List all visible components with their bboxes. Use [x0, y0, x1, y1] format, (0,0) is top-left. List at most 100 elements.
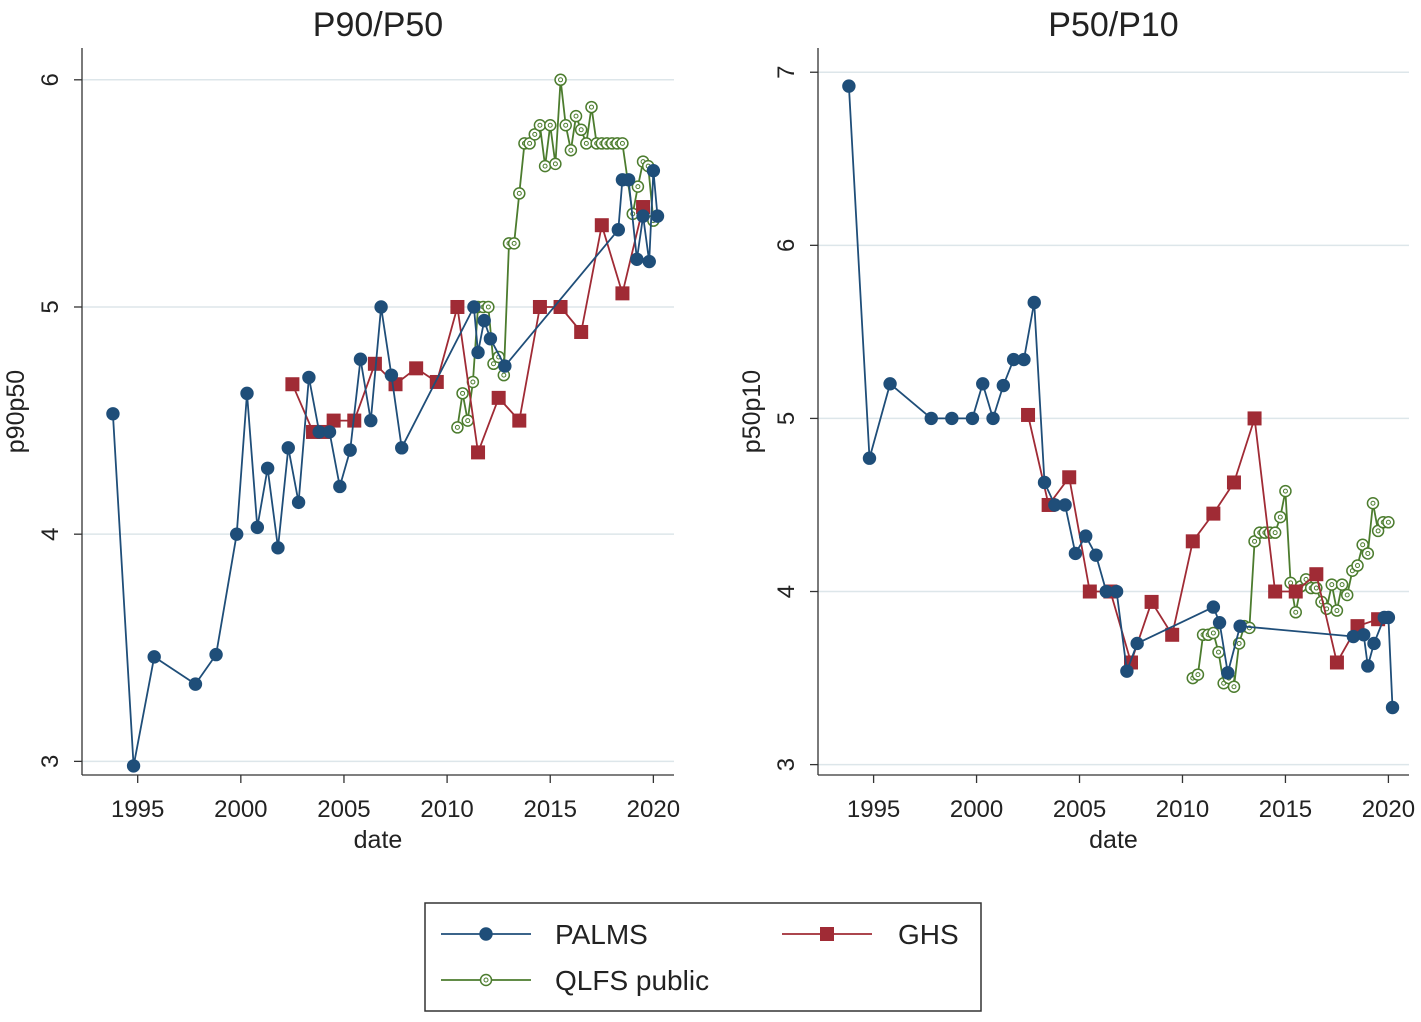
data-point: [409, 361, 424, 376]
data-point: [240, 386, 254, 401]
data-point: [1288, 584, 1303, 599]
data-point: [862, 451, 877, 465]
legend-box: [424, 902, 982, 1012]
data-point: [1279, 484, 1292, 498]
data-point: [1120, 664, 1134, 678]
x-tick-label: 2015: [1259, 796, 1312, 823]
legend-marker: [820, 927, 834, 941]
data-point: [553, 299, 568, 314]
data-point: [1212, 615, 1227, 630]
data-point: [364, 413, 378, 428]
data-point: [1289, 606, 1302, 619]
chart-panel-2: 3 4 5 6 7 1995 2000 2005 2010 2015 2020 P50/P10 date…: [738, 6, 1415, 854]
data-point: [621, 173, 636, 187]
data-point: [883, 377, 897, 391]
data-point: [1058, 498, 1072, 512]
y-tick-label: 5: [773, 412, 800, 425]
data-point: [1268, 584, 1283, 599]
data-point: [188, 677, 203, 691]
data-point: [461, 414, 474, 427]
data-point: [1021, 407, 1036, 422]
data-point: [1381, 610, 1396, 625]
data-point: [1340, 588, 1354, 602]
data-point: [1221, 666, 1235, 680]
data-point: [374, 300, 388, 314]
data-point: [585, 100, 598, 114]
data-point: [498, 359, 512, 373]
data-point: [513, 187, 526, 200]
data-point: [507, 237, 521, 250]
data-point: [1385, 700, 1400, 715]
data-point: [996, 378, 1011, 393]
data-point: [1247, 411, 1262, 426]
data-point: [384, 368, 399, 382]
data-point: [1268, 526, 1282, 539]
data-point: [1361, 547, 1375, 560]
data-point: [559, 118, 572, 132]
data-point: [1382, 516, 1395, 529]
data-point: [1109, 584, 1124, 599]
series-palms: [106, 163, 665, 773]
x-tick-label: 2020: [1362, 796, 1415, 823]
data-point: [1082, 584, 1097, 599]
data-point: [554, 73, 567, 87]
data-point: [1017, 352, 1031, 367]
data-point: [1367, 636, 1381, 651]
series-line: [112, 169, 659, 767]
legend-label: QLFS public: [555, 965, 709, 996]
data-point: [1206, 600, 1221, 614]
data-point: [1191, 668, 1205, 681]
legend-marker: [479, 973, 493, 987]
y-axis-label: p50p10: [738, 370, 766, 453]
series-qlfs-public: [451, 73, 660, 434]
data-point: [615, 286, 630, 301]
x-tick-label: 2005: [317, 796, 370, 823]
series-palms: [842, 79, 1400, 715]
data-point: [1079, 529, 1093, 543]
series-line: [848, 86, 1394, 708]
data-point: [574, 123, 588, 137]
data-point: [842, 79, 856, 93]
data-point: [574, 324, 589, 339]
data-point: [491, 390, 506, 405]
data-point: [1366, 496, 1380, 510]
legend-label: PALMS: [555, 919, 648, 950]
data-point: [291, 495, 306, 510]
x-axis-label: date: [354, 826, 403, 854]
data-point: [260, 461, 275, 475]
y-tick-label: 6: [37, 73, 64, 86]
series-qlfs-public: [1186, 484, 1395, 693]
data-point: [523, 137, 536, 150]
data-point: [549, 157, 562, 171]
x-tick-label: 2005: [1053, 796, 1106, 823]
data-point: [483, 332, 498, 346]
x-axis-label: date: [1089, 826, 1138, 854]
x-tick-label: 1995: [847, 796, 900, 823]
x-tick-label: 2015: [524, 796, 577, 823]
legend: PALMS GHS QLFS public: [424, 902, 982, 1012]
chart-panel-1: 3 4 5 6 1995 2000 2005 2010 2015 2020 P90/P50 date p…: [2, 6, 680, 854]
data-point: [965, 411, 980, 426]
data-point: [528, 128, 542, 141]
data-point: [1068, 546, 1083, 561]
data-point: [1335, 578, 1349, 591]
data-point: [1089, 548, 1103, 562]
data-point: [1226, 475, 1241, 490]
y-tick-label: 3: [37, 755, 64, 768]
data-point: [1329, 655, 1344, 670]
data-point: [147, 650, 161, 664]
data-point: [533, 118, 547, 132]
data-point: [477, 313, 491, 328]
data-point: [1233, 619, 1247, 633]
data-point: [1330, 604, 1344, 617]
data-point: [569, 109, 583, 123]
y-tick-label: 5: [37, 300, 64, 313]
data-point: [456, 387, 469, 400]
x-tick-label: 2000: [950, 796, 1003, 823]
y-tick-label: 3: [773, 758, 800, 771]
data-point: [1037, 475, 1052, 490]
data-point: [1027, 295, 1041, 310]
x-tick-label: 2000: [214, 796, 267, 823]
legend-item-qlfs-public: QLFS public: [441, 965, 709, 996]
